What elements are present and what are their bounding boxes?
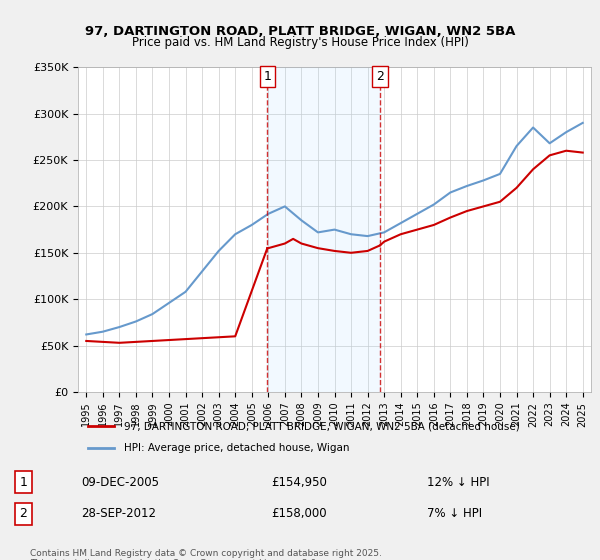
Text: 97, DARTINGTON ROAD, PLATT BRIDGE, WIGAN, WN2 5BA: 97, DARTINGTON ROAD, PLATT BRIDGE, WIGAN… — [85, 25, 515, 38]
Text: 1: 1 — [263, 70, 271, 83]
Text: Contains HM Land Registry data © Crown copyright and database right 2025.
This d: Contains HM Land Registry data © Crown c… — [30, 549, 382, 560]
Text: £154,950: £154,950 — [271, 476, 327, 489]
Text: 1: 1 — [20, 476, 28, 489]
Text: 7% ↓ HPI: 7% ↓ HPI — [427, 507, 482, 520]
Text: 97, DARTINGTON ROAD, PLATT BRIDGE, WIGAN, WN2 5BA (detached house): 97, DARTINGTON ROAD, PLATT BRIDGE, WIGAN… — [124, 421, 520, 431]
Text: £158,000: £158,000 — [271, 507, 327, 520]
Text: HPI: Average price, detached house, Wigan: HPI: Average price, detached house, Wiga… — [124, 443, 350, 452]
Bar — [268, 67, 380, 392]
Text: 09-DEC-2005: 09-DEC-2005 — [81, 476, 159, 489]
Text: 2: 2 — [376, 70, 384, 83]
Text: Price paid vs. HM Land Registry's House Price Index (HPI): Price paid vs. HM Land Registry's House … — [131, 36, 469, 49]
Text: 28-SEP-2012: 28-SEP-2012 — [81, 507, 156, 520]
Text: 2: 2 — [20, 507, 28, 520]
Text: 12% ↓ HPI: 12% ↓ HPI — [427, 476, 490, 489]
